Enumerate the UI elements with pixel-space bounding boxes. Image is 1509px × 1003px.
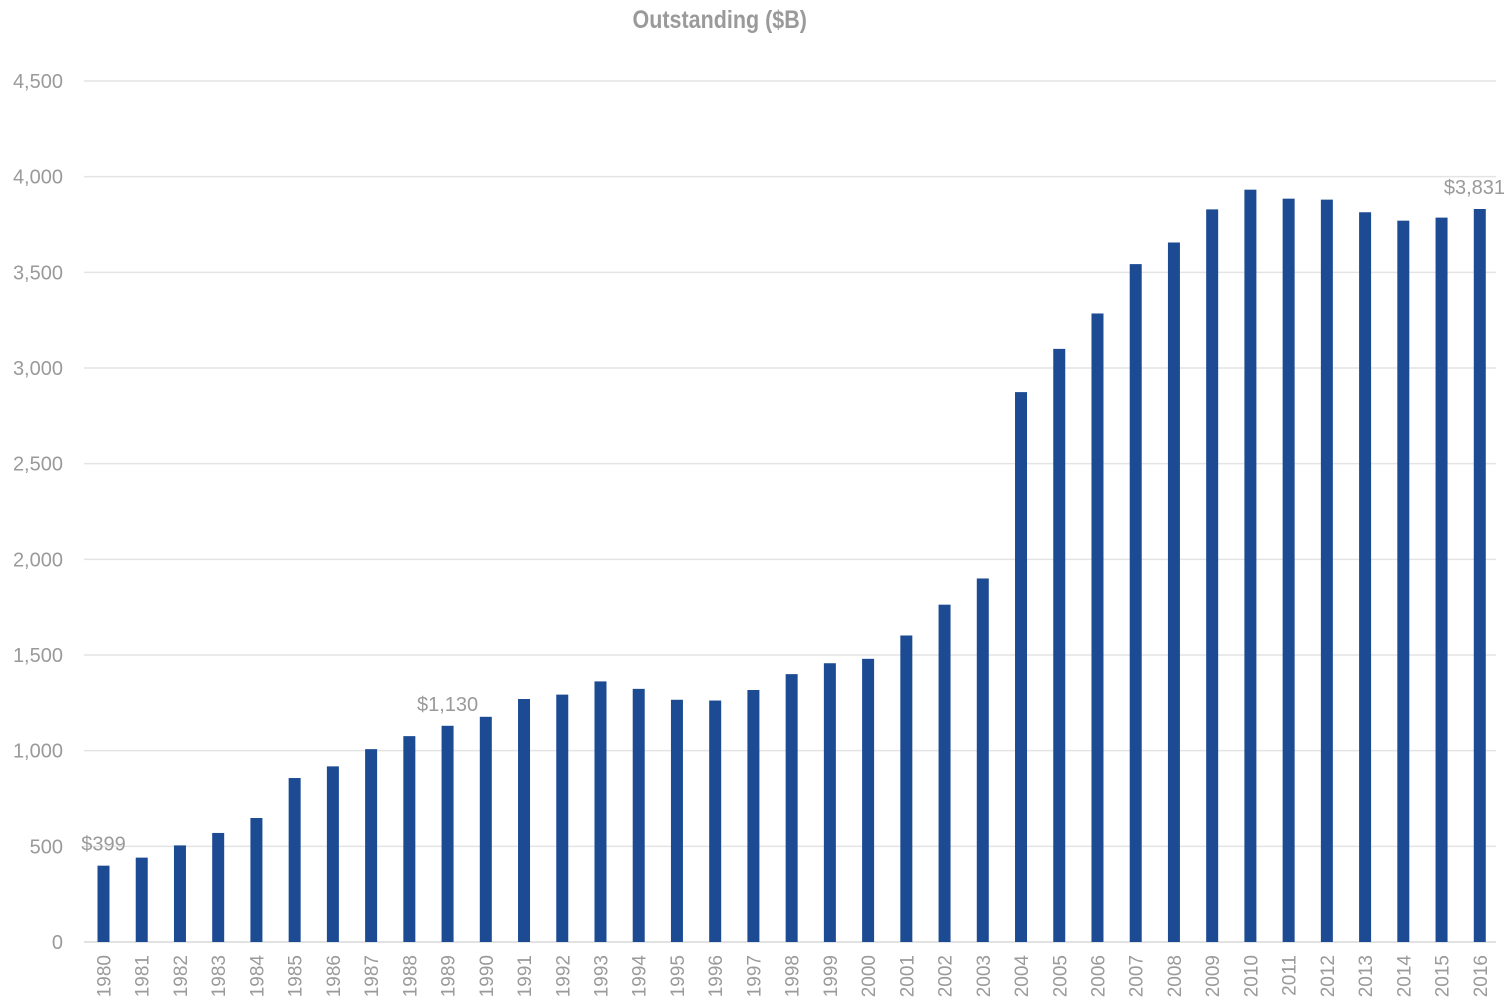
x-tick-label: 1981 (133, 955, 154, 997)
bar (976, 578, 989, 942)
bar (1320, 199, 1333, 942)
x-tick-label: 1982 (171, 955, 192, 997)
x-tick-label: 2010 (1241, 955, 1262, 997)
bar (1397, 220, 1410, 943)
x-tick-label: 1990 (477, 955, 498, 997)
bar (441, 725, 454, 942)
x-tick-label: 2011 (1280, 955, 1301, 996)
bar (556, 694, 569, 942)
x-tick-label: 1985 (286, 955, 307, 997)
bar (518, 699, 531, 942)
chart-title: Outstanding ($B) (632, 6, 807, 34)
x-tick-label: 1984 (247, 955, 268, 998)
bar (1206, 209, 1219, 942)
data-label: $3,831 (1444, 177, 1505, 199)
x-tick-label: 1998 (783, 955, 804, 997)
x-tick-label: 1980 (95, 955, 116, 997)
x-tick-label: 1989 (439, 955, 460, 997)
bar (403, 736, 416, 942)
x-tick-label: 2009 (1203, 955, 1224, 997)
bars (97, 189, 1486, 943)
x-tick-label: 1993 (591, 955, 612, 997)
x-tick-label: 2004 (1012, 955, 1033, 998)
x-tick-label: 2002 (936, 955, 957, 997)
x-tick-label: 1995 (668, 955, 689, 997)
bar (594, 681, 607, 942)
x-tick-label: 2003 (974, 955, 995, 997)
bar (670, 699, 683, 942)
bar (632, 688, 645, 942)
bar (1435, 217, 1448, 943)
x-tick-label: 2005 (1050, 955, 1071, 997)
y-tick-label: 2,500 (13, 454, 63, 476)
bar (1091, 313, 1104, 943)
x-tick-label: 2001 (897, 955, 918, 997)
bar (1129, 264, 1142, 942)
bar (1282, 198, 1295, 943)
x-tick-label: 1991 (515, 955, 536, 997)
x-tick-label: 1992 (553, 955, 574, 997)
bar (823, 663, 836, 942)
x-tick-label: 2008 (1165, 955, 1186, 997)
data-labels: $399 $1,130 $3,831 (81, 177, 1505, 856)
bar (250, 818, 263, 942)
y-tick-label: 2,000 (13, 549, 63, 571)
x-tick-label: 1987 (362, 955, 383, 997)
x-tick-label: 1994 (630, 955, 651, 998)
bar (479, 716, 492, 942)
x-tick-label: 2016 (1471, 955, 1492, 997)
y-axis-tick-labels: 0 500 1,000 1,500 2,000 2,500 3,000 3,500 4,000 4… (13, 71, 63, 954)
y-tick-label: 500 (30, 836, 63, 858)
y-tick-label: 3,500 (13, 262, 63, 284)
bar (900, 635, 913, 942)
bar (173, 845, 186, 942)
x-tick-label: 2014 (1394, 955, 1415, 998)
bar (97, 865, 110, 942)
y-tick-label: 1,500 (13, 645, 63, 667)
data-label: $1,130 (417, 694, 478, 716)
x-tick-label: 2000 (859, 955, 880, 997)
y-tick-label: 3,000 (13, 358, 63, 380)
bar (365, 749, 378, 942)
bar (1167, 242, 1180, 943)
bar (1015, 392, 1028, 942)
bar (747, 690, 760, 942)
x-tick-label: 2013 (1356, 955, 1377, 997)
x-axis-tick-labels: 1980 1981 1982 1983 1984 1985 1986 1987 1988 1989… (95, 955, 1492, 998)
x-tick-label: 1983 (209, 955, 230, 997)
x-tick-label: 1999 (821, 955, 842, 997)
bar (1359, 212, 1372, 942)
x-tick-label: 2015 (1433, 955, 1454, 997)
x-tick-label: 1997 (744, 955, 765, 997)
x-tick-label: 1996 (706, 955, 727, 997)
x-tick-label: 2007 (1127, 955, 1148, 997)
data-label: $399 (81, 834, 126, 856)
y-tick-label: 1,000 (13, 741, 63, 763)
bar (1473, 209, 1486, 942)
bar (709, 700, 722, 942)
bar (212, 832, 225, 942)
x-tick-label: 1988 (400, 955, 421, 997)
bar (135, 857, 148, 942)
y-tick-label: 4,000 (13, 167, 63, 189)
x-tick-label: 1986 (324, 955, 345, 997)
y-tick-label: 4,500 (13, 71, 63, 93)
x-tick-label: 2006 (1088, 955, 1109, 997)
bar (938, 604, 951, 942)
bar (862, 658, 875, 942)
bar (326, 766, 339, 942)
x-tick-label: 2012 (1318, 955, 1339, 997)
bar (288, 778, 301, 942)
bar (1053, 348, 1066, 942)
y-tick-label: 0 (52, 932, 63, 954)
bar (1244, 189, 1257, 942)
bar (785, 674, 798, 942)
